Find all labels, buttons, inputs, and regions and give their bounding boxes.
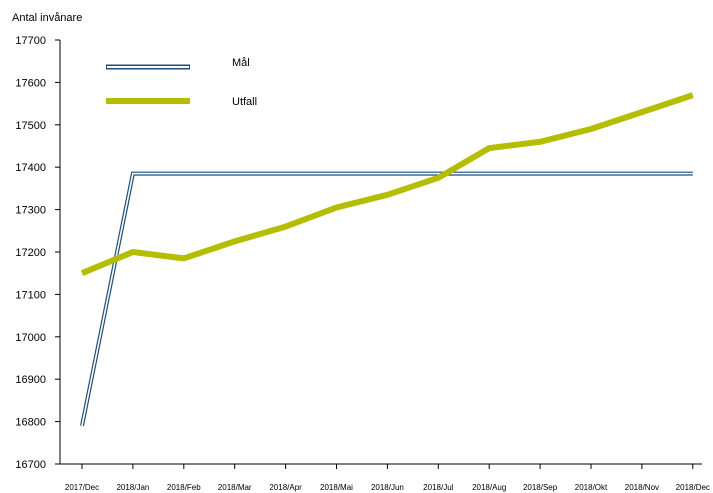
legend-item-utfall: Utfall [106, 96, 257, 108]
x-tick-label: 2018/Jul [423, 483, 453, 492]
x-tick-label: 2018/Nov [625, 483, 659, 492]
y-tick-label: 17000 [15, 332, 46, 344]
series-mal-line-outer [80, 171, 693, 427]
y-tick-label: 17500 [15, 120, 46, 132]
x-tick-label: 2018/Sep [523, 483, 558, 492]
x-tick-label: 2018/Jun [371, 483, 404, 492]
y-tick-label: 17200 [15, 247, 46, 259]
y-tick-label: 17100 [15, 289, 46, 301]
y-axis: 16700 16800 16900 17000 17100 17200 17300 17400… [15, 35, 61, 471]
y-tick-label: 17300 [15, 205, 46, 217]
series-utfall-line [80, 92, 694, 276]
x-tick-label: 2018/Apr [269, 483, 302, 492]
x-tick-label: 2018/Mai [320, 483, 353, 492]
y-tick-label: 17400 [15, 162, 46, 174]
y-axis-label: Antal invånare [12, 12, 82, 24]
y-tick-label: 16900 [15, 374, 46, 386]
x-tick-label: 2018/Jan [116, 483, 149, 492]
x-tick-label: 2018/Feb [167, 483, 201, 492]
x-tick-label: 2017/Dec [65, 483, 99, 492]
series-mal-line-inner [81, 172, 693, 426]
y-tick-label: 17600 [15, 77, 46, 89]
plot-area [80, 92, 694, 427]
legend-item-mal: Mål [106, 57, 250, 70]
x-tick-label: 2018/Dec [676, 483, 710, 492]
x-tick-label: 2018/Okt [575, 483, 608, 492]
x-tick-label: 2018/Mar [218, 483, 252, 492]
x-tick-label: 2018/Aug [472, 483, 506, 492]
legend: Mål Utfall [106, 57, 257, 108]
y-tick-label: 16700 [15, 459, 46, 471]
y-tick-label: 17700 [15, 35, 46, 47]
x-axis: 2017/Dec 2018/Jan 2018/Feb 2018/Mar 2018/Apr… [60, 463, 710, 492]
y-tick-label: 16800 [15, 417, 46, 429]
legend-label-mal: Mål [232, 57, 250, 69]
legend-label-utfall: Utfall [232, 96, 257, 108]
